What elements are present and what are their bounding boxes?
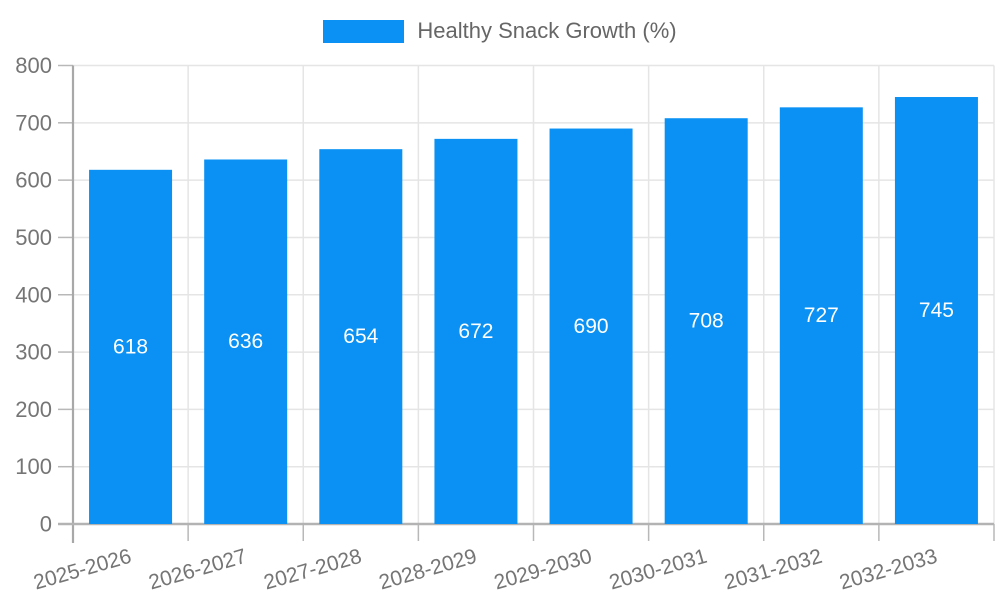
bar-2028-2029[interactable] — [434, 138, 518, 525]
legend-swatch-icon — [323, 19, 405, 43]
y-tick-label: 500 — [15, 225, 52, 250]
bar-2025-2026[interactable] — [89, 169, 173, 524]
bar-2031-2032[interactable] — [779, 107, 863, 524]
bar-value-label: 654 — [343, 325, 378, 348]
bar-2030-2031[interactable] — [664, 118, 748, 524]
bar-value-label: 727 — [804, 304, 839, 327]
x-category-label: 2028-2029 — [376, 545, 479, 595]
x-category-label: 2026-2027 — [146, 545, 249, 595]
y-tick-label: 200 — [15, 397, 52, 422]
bar-value-label: 745 — [919, 299, 954, 322]
y-tick-label: 400 — [15, 282, 52, 307]
chart-legend[interactable]: Healthy Snack Growth (%) — [0, 18, 1000, 44]
bar-value-label: 636 — [228, 330, 263, 353]
bar-value-label: 618 — [113, 335, 148, 358]
bar-value-label: 690 — [574, 315, 609, 338]
bar-2032-2033[interactable] — [894, 97, 978, 524]
y-tick-label: 700 — [15, 110, 52, 135]
bar-value-label: 708 — [689, 310, 724, 333]
x-category-label: 2032-2033 — [837, 545, 940, 595]
y-tick-label: 300 — [15, 340, 52, 365]
x-category-label: 2027-2028 — [261, 545, 364, 595]
bar-2027-2028[interactable] — [319, 149, 403, 524]
y-tick-label: 0 — [40, 512, 52, 537]
x-category-label: 2030-2031 — [607, 545, 710, 595]
y-tick-label: 100 — [15, 454, 52, 479]
bar-value-label: 672 — [458, 320, 493, 343]
x-category-label: 2031-2032 — [722, 545, 825, 595]
bar-2029-2030[interactable] — [549, 128, 633, 524]
y-tick-label: 600 — [15, 168, 52, 193]
bar-2026-2027[interactable] — [204, 159, 288, 524]
x-category-label: 2025-2026 — [31, 545, 134, 595]
x-category-label: 2029-2030 — [492, 545, 595, 595]
y-tick-label: 800 — [15, 53, 52, 78]
legend-label: Healthy Snack Growth (%) — [417, 18, 677, 43]
